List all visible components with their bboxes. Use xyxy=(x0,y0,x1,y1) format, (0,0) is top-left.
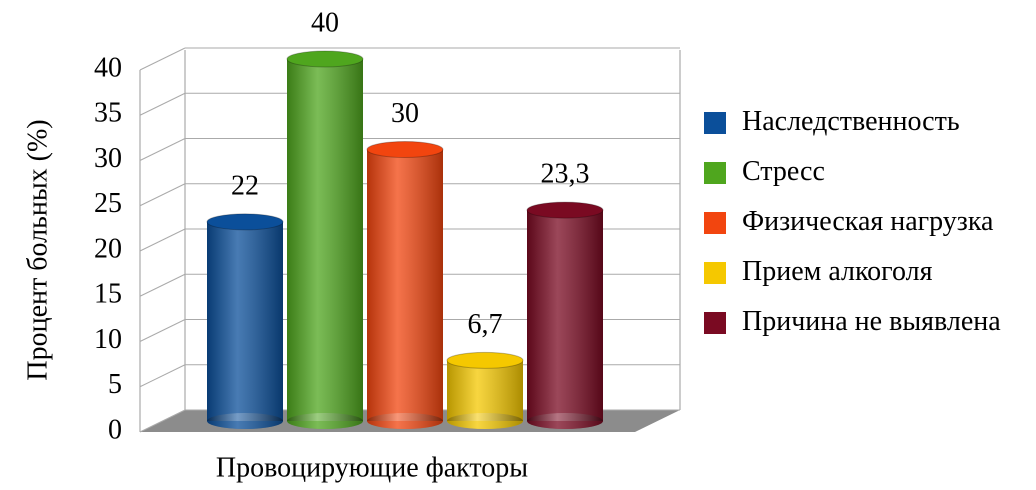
y-tick-label: 35 xyxy=(94,98,122,129)
y-tick-label: 5 xyxy=(108,369,122,400)
y-tick-label: 15 xyxy=(94,279,122,310)
bar-shade xyxy=(287,413,363,429)
legend-label: Стресс xyxy=(742,156,825,187)
bar-shade xyxy=(367,413,443,429)
bar-shade xyxy=(207,413,283,429)
legend-item: Физическая нагрузка xyxy=(702,204,1032,240)
grid-line xyxy=(139,228,186,252)
bar-shade xyxy=(527,210,603,421)
legend-swatch xyxy=(704,212,726,234)
bar-shade xyxy=(207,221,283,421)
bar-top xyxy=(206,213,284,231)
grid-line xyxy=(139,138,186,161)
grid-line xyxy=(139,92,186,116)
y-tick-label: 40 xyxy=(94,52,122,83)
bar-top xyxy=(366,141,444,158)
legend-label: Прием алкоголя xyxy=(742,256,933,287)
grid-line xyxy=(139,364,186,388)
legend-item: Прием алкоголя xyxy=(702,254,1032,290)
legend-item: Стресс xyxy=(702,154,1032,190)
y-tick-label: 30 xyxy=(94,143,122,174)
data-label: 6,7 xyxy=(468,309,503,340)
bar-top xyxy=(526,201,604,219)
legend-label: Наследственность xyxy=(742,106,960,137)
legend-swatch xyxy=(704,262,726,284)
bar-shade xyxy=(447,360,523,421)
bar-shade xyxy=(287,59,363,421)
bar-shade xyxy=(447,413,523,429)
legend-item: Наследственность xyxy=(702,104,1032,140)
grid-line xyxy=(139,273,186,297)
legend-swatch xyxy=(704,162,726,184)
data-label: 22 xyxy=(231,170,259,201)
grid-line xyxy=(139,183,186,207)
bar-top xyxy=(446,351,524,369)
legend-swatch xyxy=(704,312,726,334)
y-tick-label: 25 xyxy=(94,188,122,219)
data-label: 30 xyxy=(391,98,419,129)
legend-item: Причина не выявлена xyxy=(702,304,1032,340)
legend-label: Физическая нагрузка xyxy=(742,206,994,237)
bar-shade xyxy=(527,413,603,429)
y-tick-label: 20 xyxy=(94,233,122,264)
bar-shade xyxy=(367,149,443,421)
grid-line xyxy=(139,47,186,71)
bar-top xyxy=(286,50,364,68)
grid-line xyxy=(139,409,186,433)
legend-label: Причина не выявлена xyxy=(742,306,1001,337)
y-tick-label: 10 xyxy=(94,324,122,355)
grid-line xyxy=(139,319,186,342)
data-label: 40 xyxy=(311,7,339,38)
y-axis-label: Процент больных (%) xyxy=(22,119,53,380)
legend-swatch xyxy=(704,112,726,134)
legend: Наследственность Стресс Физическая нагрузк… xyxy=(702,104,1032,354)
data-label: 23,3 xyxy=(541,159,590,190)
x-axis-label: Провоцирующие факторы xyxy=(216,452,528,483)
y-tick-label: 0 xyxy=(108,414,122,445)
